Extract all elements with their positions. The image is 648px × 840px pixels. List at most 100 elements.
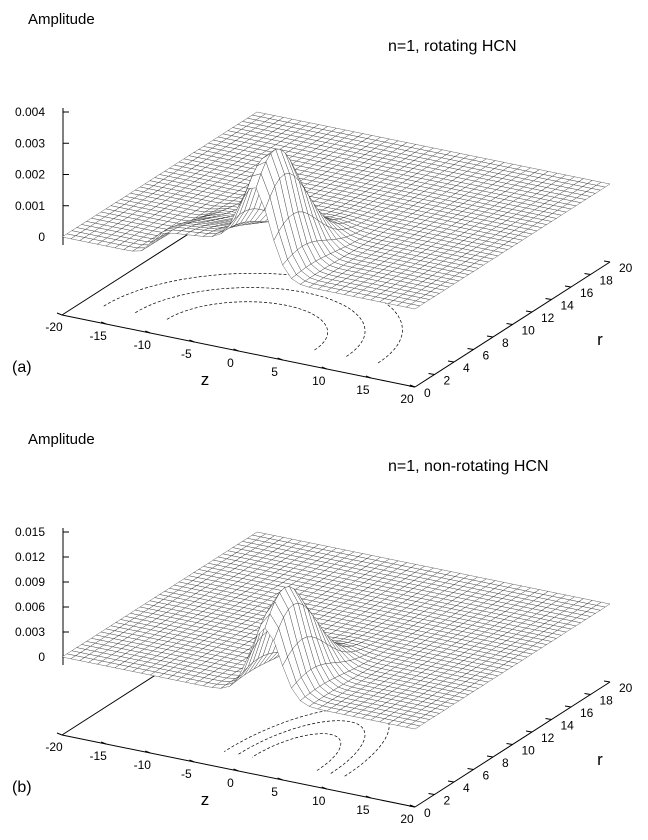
r-tick (603, 680, 611, 683)
panel-label: (a) (12, 359, 32, 376)
amplitude-axis-title: Amplitude (28, 11, 95, 28)
r-tick (545, 298, 552, 300)
amplitude-tick-label: 0.003 (15, 625, 45, 639)
r-tick-label: 10 (522, 744, 536, 758)
z-tick-label: 0 (227, 776, 234, 790)
r-tick-label: 18 (600, 694, 614, 708)
z-tick-label: -10 (134, 338, 152, 352)
r-tick-label: 8 (502, 336, 509, 350)
r-tick (564, 285, 572, 288)
z-tick-label: -20 (45, 740, 63, 754)
amplitude-tick-label: 0.006 (15, 600, 45, 614)
r-tick (525, 310, 533, 313)
r-axis-title: r (597, 330, 603, 349)
r-tick-label: 4 (463, 361, 470, 375)
surface-plot-b: Amplitude n=1, non-rotating HCN (b) 0 0.003 0… (12, 431, 633, 826)
r-tick (428, 373, 435, 375)
r-tick-label: 12 (541, 731, 555, 745)
z-axis-title: z (201, 790, 210, 809)
amplitude-tick-label: 0 (38, 650, 45, 664)
z-tick (145, 330, 151, 334)
z-tick-label: 20 (400, 392, 414, 406)
r-tick-label: 6 (483, 349, 490, 363)
z-tick (321, 366, 327, 370)
r-tick (545, 718, 552, 720)
plot-title: n=1, rotating HCN (388, 38, 517, 55)
z-tick (365, 375, 372, 379)
z-tick (233, 348, 239, 352)
r-tick-label: 0 (424, 806, 431, 820)
z-axis-title: z (201, 370, 210, 389)
panel-a: Amplitude n=1, rotating HCN (a) 0 0.001 0.002… (0, 0, 648, 415)
r-tick (447, 360, 455, 363)
base-contour (166, 301, 328, 351)
amplitude-tick-label: 0.003 (15, 136, 45, 150)
surface-mesh (61, 531, 611, 730)
base-contour (237, 720, 366, 774)
amplitude-tick-label: 0.009 (15, 575, 45, 589)
base-contour (251, 733, 342, 771)
amplitude-axis-title: Amplitude (28, 431, 95, 448)
surface-mesh (61, 111, 611, 310)
r-tick (564, 705, 572, 708)
surface-cell (405, 723, 421, 730)
r-tick (486, 335, 494, 338)
z-tick-label: 15 (356, 383, 370, 397)
z-tick (100, 741, 107, 745)
amplitude-tick-label: 0.012 (15, 550, 45, 564)
z-tick-label: 10 (312, 374, 326, 388)
r-tick-label: 14 (561, 719, 575, 733)
r-tick-label: 2 (444, 794, 451, 808)
r-tick-label: 0 (424, 386, 431, 400)
z-tick (56, 732, 63, 736)
r-tick (506, 323, 513, 325)
r-tick-label: 18 (600, 274, 614, 288)
r-tick (525, 730, 533, 733)
amplitude-tick-label: 0.015 (15, 525, 45, 539)
panel-b: Amplitude n=1, non-rotating HCN (b) 0 0.003 0… (0, 420, 648, 835)
z-tick-label: 20 (400, 812, 414, 826)
r-tick-label: 8 (502, 756, 509, 770)
z-tick (233, 768, 239, 772)
r-tick (467, 768, 474, 770)
r-tick-label: 20 (619, 681, 633, 695)
z-tick (189, 339, 195, 343)
r-tick-label: 16 (580, 286, 594, 300)
r-tick (447, 780, 455, 783)
base-contour (134, 287, 366, 357)
r-tick-label: 2 (444, 374, 451, 388)
r-tick (506, 743, 513, 745)
z-tick (277, 357, 283, 361)
z-tick-label: 5 (271, 785, 278, 799)
r-tick (603, 260, 611, 263)
r-tick (467, 348, 474, 350)
z-tick (56, 312, 63, 316)
z-tick-label: 0 (227, 356, 234, 370)
r-tick (408, 385, 416, 388)
r-axis-title: r (597, 750, 603, 769)
r-tick (486, 755, 494, 758)
r-tick-label: 14 (561, 299, 575, 313)
panel-label: (b) (12, 779, 32, 796)
r-tick (428, 793, 435, 795)
z-tick-label: -15 (89, 749, 107, 763)
plot-title: n=1, non-rotating HCN (388, 458, 549, 475)
z-tick-label: -15 (89, 329, 107, 343)
amplitude-tick-label: 0 (38, 230, 45, 244)
z-tick-label: 15 (356, 803, 370, 817)
z-tick (189, 759, 195, 763)
z-tick (321, 786, 327, 790)
z-tick (365, 795, 372, 799)
r-tick (584, 693, 591, 695)
r-tick (408, 805, 416, 808)
r-tick-label: 12 (541, 311, 555, 325)
r-tick-label: 4 (463, 781, 470, 795)
surface-plot-a: Amplitude n=1, rotating HCN (a) 0 0.001 0.002… (12, 11, 633, 406)
r-tick-label: 6 (483, 769, 490, 783)
r-tick (584, 273, 591, 275)
z-tick (277, 777, 283, 781)
z-tick-label: 10 (312, 794, 326, 808)
z-tick (145, 750, 151, 754)
r-tick-label: 10 (522, 324, 536, 338)
z-tick-label: 5 (271, 365, 278, 379)
